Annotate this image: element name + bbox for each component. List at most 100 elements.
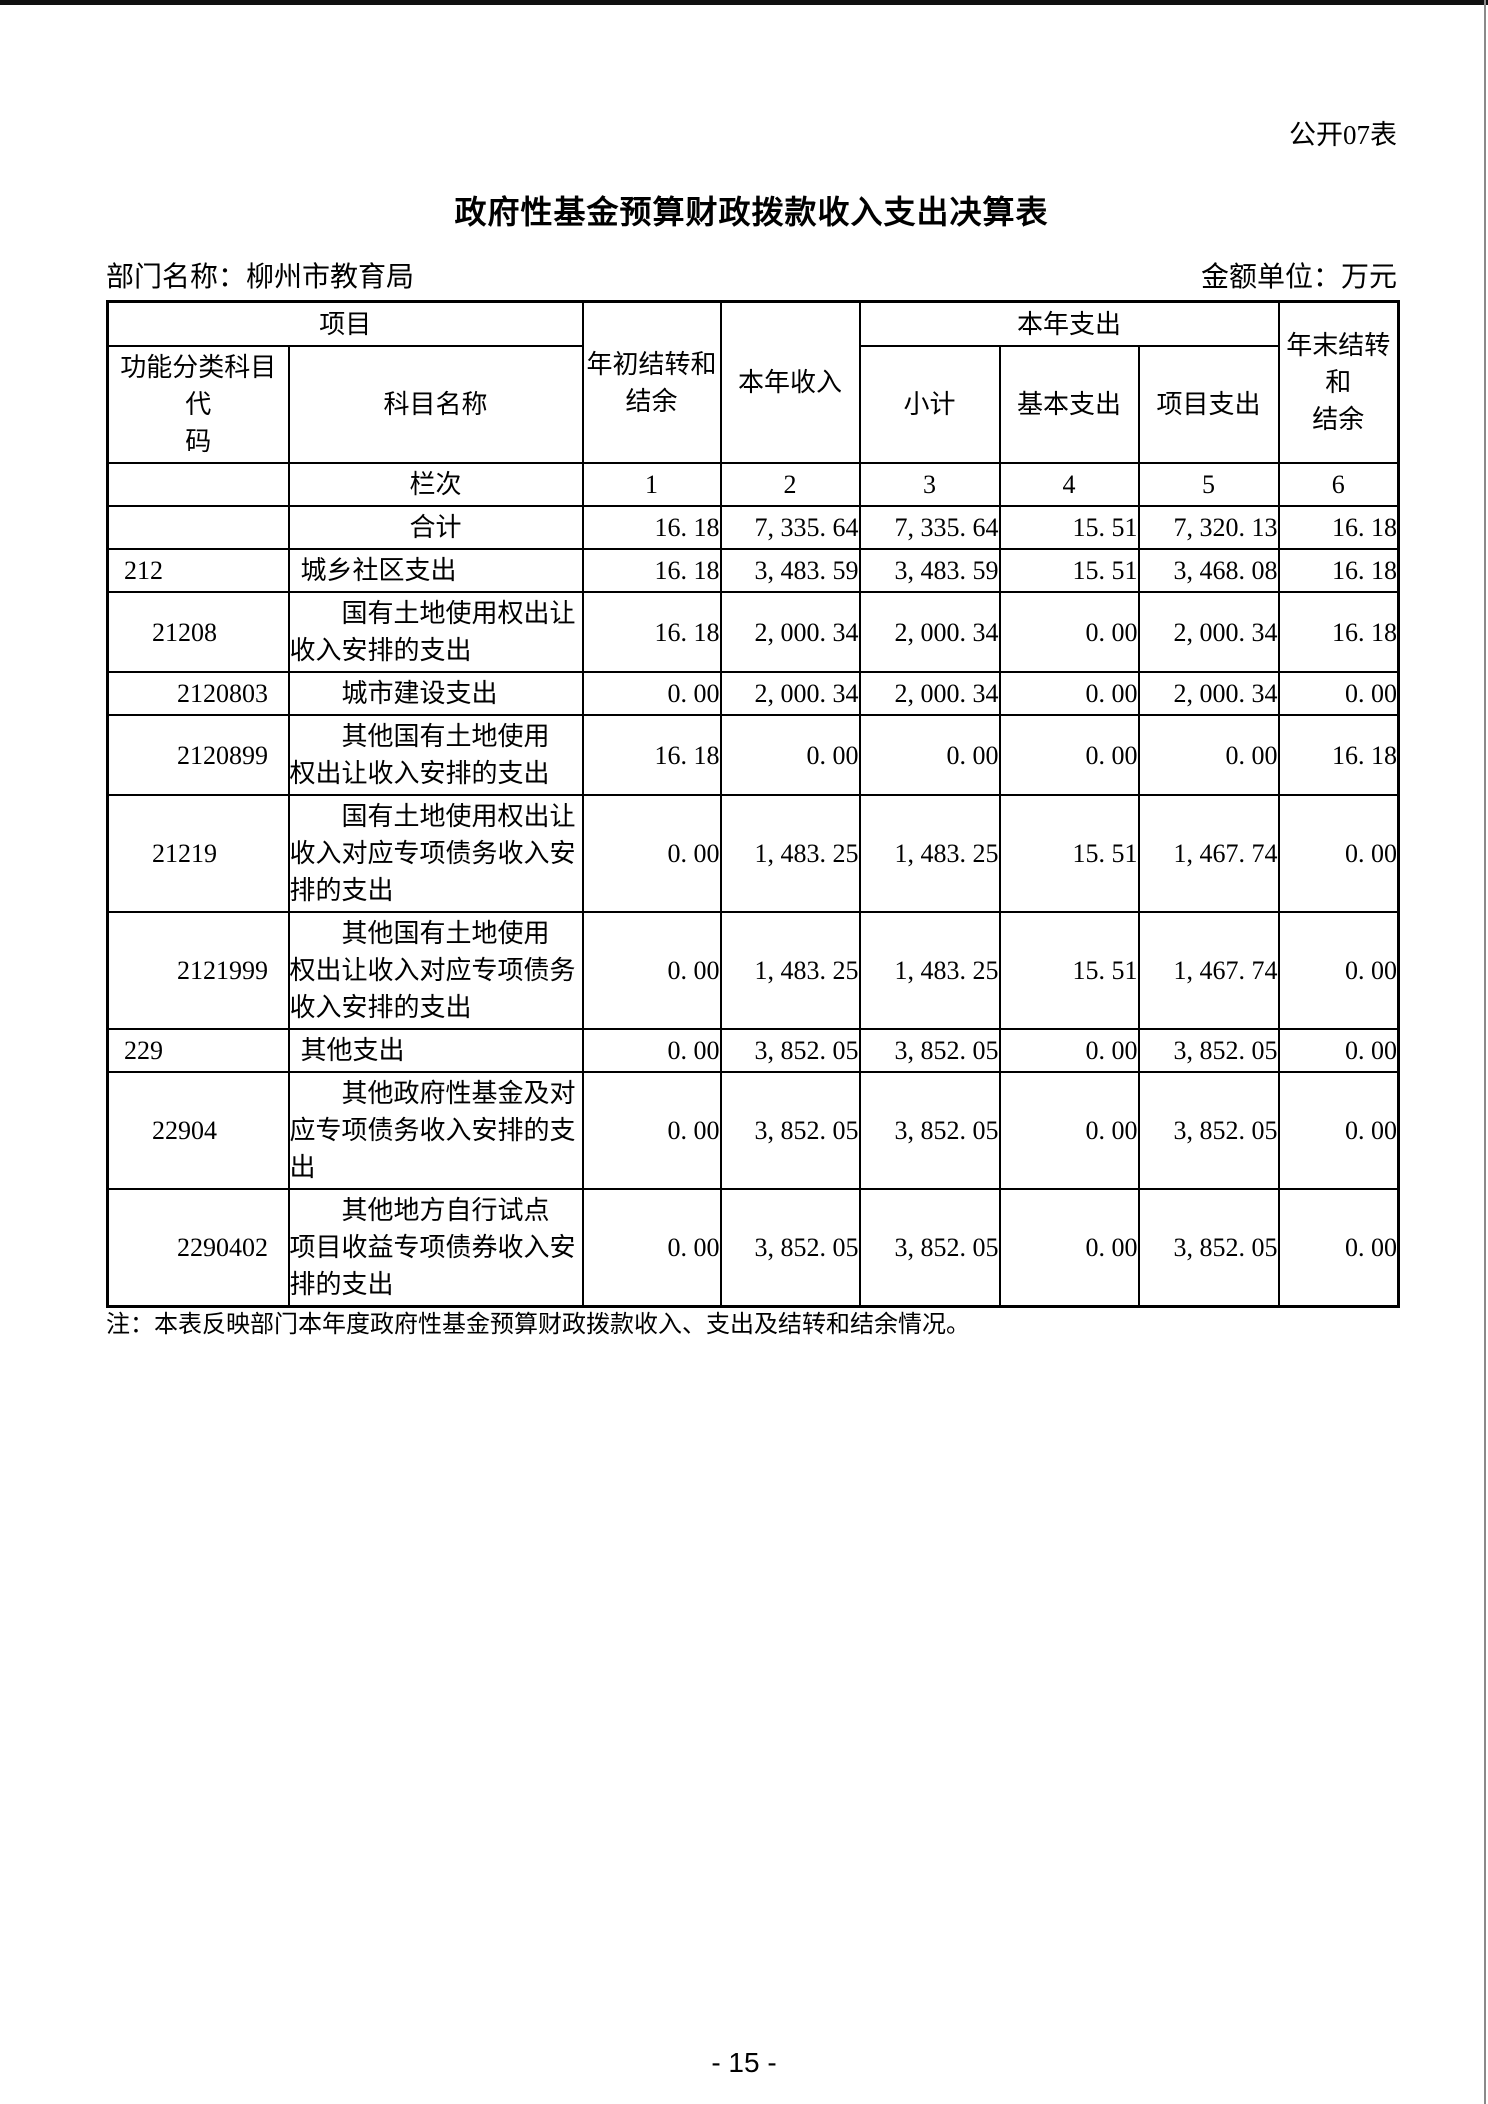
basic-expense-cell: 15. 51 bbox=[998, 505, 1140, 550]
subject-name-cell: 城乡社区支出 bbox=[287, 548, 584, 593]
code-cell: 212 bbox=[106, 548, 290, 593]
subtotal-cell: 1, 483. 25 bbox=[858, 794, 1001, 913]
basic-expense-cell: 15. 51 bbox=[998, 548, 1140, 593]
subject-name-cell: 其他政府性基金及对 应专项债务收入安排的支 出 bbox=[287, 1071, 584, 1190]
begin-balance-cell: 0. 00 bbox=[581, 794, 722, 913]
begin-balance-cell: 0. 00 bbox=[581, 1188, 722, 1308]
subject-name-cell: 其他支出 bbox=[287, 1028, 584, 1073]
doc-code-label: 公开07表 bbox=[1289, 120, 1397, 150]
meta-row: 部门名称：柳州市教育局 金额单位：万元 bbox=[106, 260, 1397, 296]
end-balance-cell: 0. 00 bbox=[1277, 911, 1400, 1030]
page-right-border bbox=[1484, 0, 1486, 2104]
basic-expense-cell: 0. 00 bbox=[998, 1188, 1140, 1308]
subject-name-cell: 其他国有土地使用 权出让收入安排的支出 bbox=[287, 714, 584, 796]
income-cell: 7, 335. 64 bbox=[719, 505, 861, 550]
header-row-columns: 功能分类科目代 码 科目名称 小计 基本支出 项目支出 bbox=[106, 345, 1399, 464]
subject-name-cell: 合计 bbox=[287, 505, 584, 550]
header-end-balance: 年末结转和 结余 bbox=[1277, 300, 1400, 464]
code-cell: 229 bbox=[106, 1028, 290, 1073]
table-row: 229 其他支出 0. 00 3, 852. 05 3, 852. 05 0. … bbox=[106, 1028, 1400, 1073]
basic-expense-cell: 15. 51 bbox=[998, 794, 1140, 913]
subject-name-cell: 国有土地使用权出让 收入安排的支出 bbox=[287, 591, 584, 673]
column-index-2: 2 bbox=[719, 462, 861, 507]
header-item-group: 项目 bbox=[106, 300, 584, 347]
begin-balance-cell: 16. 18 bbox=[581, 548, 722, 593]
end-balance-cell: 0. 00 bbox=[1277, 1188, 1400, 1308]
code-cell: 21219 bbox=[106, 794, 290, 913]
subject-name-cell: 其他地方自行试点 项目收益专项债券收入安 排的支出 bbox=[287, 1188, 584, 1308]
column-index-5: 5 bbox=[1137, 462, 1280, 507]
header-begin-balance: 年初结转和 结余 bbox=[581, 300, 722, 464]
basic-expense-cell: 0. 00 bbox=[998, 714, 1140, 796]
project-expense-cell: 3, 852. 05 bbox=[1137, 1071, 1280, 1190]
income-cell: 3, 852. 05 bbox=[719, 1188, 861, 1308]
subtotal-cell: 3, 852. 05 bbox=[858, 1028, 1001, 1073]
code-cell: 2290402 bbox=[106, 1188, 290, 1308]
subject-name-cell: 国有土地使用权出让 收入对应专项债务收入安 排的支出 bbox=[287, 794, 584, 913]
begin-balance-cell: 16. 18 bbox=[581, 591, 722, 673]
budget-table: 项目 年初结转和 结余 本年收入 本年支出 年末结转和 结余 功能分类科目代 码… bbox=[106, 300, 1401, 1308]
header-current-income: 本年收入 bbox=[719, 300, 861, 464]
basic-expense-cell: 0. 00 bbox=[998, 671, 1140, 716]
project-expense-cell: 7, 320. 13 bbox=[1137, 505, 1280, 550]
code-cell: 2120899 bbox=[106, 714, 290, 796]
code-cell: 2121999 bbox=[106, 911, 290, 1030]
department-name-label: 部门名称：柳州市教育局 bbox=[106, 262, 415, 293]
income-cell: 0. 00 bbox=[719, 714, 861, 796]
table-row: 2120803 城市建设支出 0. 00 2, 000. 34 2, 000. … bbox=[106, 671, 1400, 716]
subtotal-cell: 3, 852. 05 bbox=[858, 1071, 1001, 1190]
subtotal-cell: 0. 00 bbox=[858, 714, 1001, 796]
header-function-code: 功能分类科目代 码 bbox=[106, 345, 290, 464]
income-cell: 3, 852. 05 bbox=[719, 1071, 861, 1190]
project-expense-cell: 3, 852. 05 bbox=[1137, 1028, 1280, 1073]
end-balance-cell: 0. 00 bbox=[1277, 671, 1400, 716]
column-index-1: 1 bbox=[581, 462, 722, 507]
begin-balance-cell: 16. 18 bbox=[581, 714, 722, 796]
table-row: 22904 其他政府性基金及对 应专项债务收入安排的支 出 0. 00 3, 8… bbox=[106, 1071, 1400, 1190]
page-title: 政府性基金预算财政拨款收入支出决算表 bbox=[454, 194, 1049, 230]
header-project-expense: 项目支出 bbox=[1137, 345, 1280, 464]
income-cell: 3, 483. 59 bbox=[719, 548, 861, 593]
code-cell: 21208 bbox=[106, 591, 290, 673]
income-cell: 1, 483. 25 bbox=[719, 794, 861, 913]
end-balance-cell: 0. 00 bbox=[1277, 794, 1400, 913]
end-balance-cell: 0. 00 bbox=[1277, 1028, 1400, 1073]
subject-name-cell: 城市建设支出 bbox=[287, 671, 584, 716]
table-row: 合计 16. 18 7, 335. 64 7, 335. 64 15. 51 7… bbox=[106, 505, 1400, 550]
column-index-4: 4 bbox=[998, 462, 1140, 507]
begin-balance-cell: 16. 18 bbox=[581, 505, 722, 550]
code-cell: 2120803 bbox=[106, 671, 290, 716]
basic-expense-cell: 0. 00 bbox=[998, 591, 1140, 673]
begin-balance-cell: 0. 00 bbox=[581, 1028, 722, 1073]
begin-balance-cell: 0. 00 bbox=[581, 911, 722, 1030]
table-note: 注：本表反映部门本年度政府性基金预算财政拨款收入、支出及结转和结余情况。 bbox=[106, 1312, 970, 1338]
header-subtotal: 小计 bbox=[858, 345, 1001, 464]
project-expense-cell: 3, 468. 08 bbox=[1137, 548, 1280, 593]
subtotal-cell: 2, 000. 34 bbox=[858, 671, 1001, 716]
basic-expense-cell: 0. 00 bbox=[998, 1071, 1140, 1190]
page-top-border bbox=[0, 0, 1488, 5]
page-number: - 15 - bbox=[711, 2047, 777, 2078]
income-cell: 3, 852. 05 bbox=[719, 1028, 861, 1073]
table-container: 项目 年初结转和 结余 本年收入 本年支出 年末结转和 结余 功能分类科目代 码… bbox=[106, 300, 1401, 1341]
amount-unit-label: 金额单位：万元 bbox=[1200, 262, 1397, 293]
table-body: 合计 16. 18 7, 335. 64 7, 335. 64 15. 51 7… bbox=[106, 505, 1400, 1308]
basic-expense-cell: 15. 51 bbox=[998, 911, 1140, 1030]
column-index-row: 栏次 1 2 3 4 5 6 bbox=[106, 462, 1400, 507]
income-cell: 1, 483. 25 bbox=[719, 911, 861, 1030]
table-row: 2120899 其他国有土地使用 权出让收入安排的支出 16. 18 0. 00… bbox=[106, 714, 1400, 796]
header-expense-group: 本年支出 bbox=[858, 300, 1280, 347]
subject-name-cell: 其他国有土地使用 权出让收入对应专项债务 收入安排的支出 bbox=[287, 911, 584, 1030]
column-index-3: 3 bbox=[858, 462, 1001, 507]
column-index-empty-cell bbox=[106, 462, 290, 507]
subtotal-cell: 1, 483. 25 bbox=[858, 911, 1001, 1030]
project-expense-cell: 2, 000. 34 bbox=[1137, 591, 1280, 673]
subtotal-cell: 2, 000. 34 bbox=[858, 591, 1001, 673]
income-cell: 2, 000. 34 bbox=[719, 591, 861, 673]
end-balance-cell: 16. 18 bbox=[1277, 591, 1400, 673]
project-expense-cell: 1, 467. 74 bbox=[1137, 911, 1280, 1030]
begin-balance-cell: 0. 00 bbox=[581, 671, 722, 716]
end-balance-cell: 16. 18 bbox=[1277, 505, 1400, 550]
project-expense-cell: 1, 467. 74 bbox=[1137, 794, 1280, 913]
